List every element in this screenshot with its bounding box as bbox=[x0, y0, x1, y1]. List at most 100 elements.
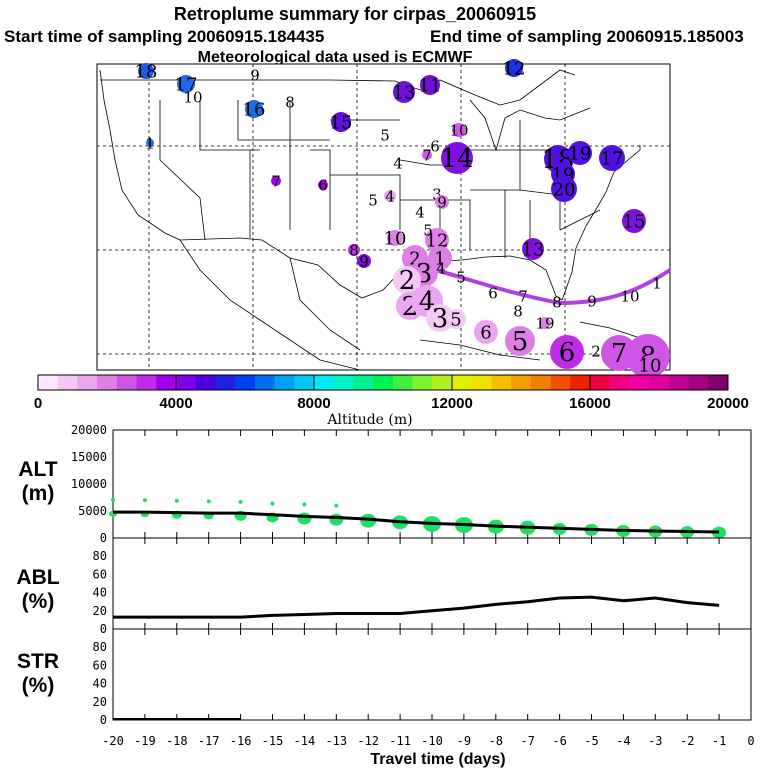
alt-label: ALT bbox=[18, 458, 57, 481]
colorbar-tick-label: 8000 bbox=[297, 395, 330, 412]
plume-dot bbox=[522, 238, 544, 260]
map-frame bbox=[96, 63, 671, 371]
plume-day-label: 2 bbox=[591, 342, 601, 360]
x-tick-label: 0 bbox=[747, 734, 754, 748]
colorbar-cell bbox=[314, 375, 335, 390]
colorbar-tick-label: 0 bbox=[34, 395, 42, 412]
colorbar-cell bbox=[195, 375, 216, 390]
plume-day-label: 6 bbox=[318, 176, 328, 194]
x-tick-label: -5 bbox=[584, 734, 598, 748]
x-tick-label: -16 bbox=[230, 734, 252, 748]
colorbar-cells bbox=[38, 375, 729, 390]
plume-day-label: 9 bbox=[587, 292, 597, 310]
colorbar-cell bbox=[254, 375, 276, 390]
abl-ytick-label: 60 bbox=[93, 567, 107, 581]
plume-dot bbox=[393, 81, 415, 103]
abl-yticks: 80 60 40 20 0 bbox=[93, 538, 752, 636]
alt-ytick-label: 20000 bbox=[71, 423, 107, 437]
colorbar-cell bbox=[570, 375, 591, 390]
colorbar: 0 4000 8000 12000 16000 20000 Altitude (m) bbox=[34, 374, 749, 428]
colorbar-cell bbox=[668, 375, 690, 390]
abl-ytick-label: 0 bbox=[100, 622, 107, 636]
plume-day-label: 1 bbox=[145, 134, 155, 152]
x-tick-label: -11 bbox=[389, 734, 411, 748]
plume-day-label: 19 bbox=[569, 143, 592, 164]
plume-day-label: 5 bbox=[456, 268, 466, 286]
x-tick-label: -6 bbox=[552, 734, 566, 748]
alt-ytick-label: 0 bbox=[100, 531, 107, 545]
colorbar-ticks: 0 4000 8000 12000 16000 20000 bbox=[34, 375, 749, 412]
plume-day-label: 10 bbox=[384, 228, 407, 249]
plume-dot bbox=[539, 317, 551, 329]
abl-units: (%) bbox=[22, 590, 55, 613]
colorbar-cell bbox=[373, 375, 394, 390]
plume-day-label: 16 bbox=[243, 99, 266, 120]
plume-dot bbox=[505, 59, 523, 77]
plume-dot bbox=[622, 209, 646, 233]
plume-day-label: 6 bbox=[559, 338, 576, 368]
colorbar-cell bbox=[353, 375, 374, 390]
x-tick-label: -18 bbox=[166, 734, 188, 748]
colorbar-cell bbox=[97, 375, 118, 390]
plume-day-label: 8 bbox=[349, 241, 359, 259]
colorbar-cell bbox=[333, 375, 354, 390]
plume-dot bbox=[245, 100, 263, 118]
colorbar-cell bbox=[412, 375, 433, 390]
plume-dot bbox=[318, 180, 328, 190]
plume-day-label: 18 bbox=[135, 61, 158, 82]
plume-dot bbox=[446, 309, 466, 329]
plume-dot bbox=[505, 326, 535, 356]
plume-day-label: 3 bbox=[432, 304, 449, 334]
plume-day-label: 5 bbox=[380, 126, 390, 144]
plume-day-label: 1 bbox=[652, 274, 662, 292]
colorbar-tick-label: 4000 bbox=[159, 395, 192, 412]
plume-day-label: 13 bbox=[393, 82, 416, 103]
plume-day-label: 14 bbox=[440, 144, 473, 174]
colorbar-cell bbox=[688, 375, 709, 390]
alt-plume-outlier bbox=[270, 501, 275, 506]
colorbar-cell bbox=[176, 375, 197, 390]
abl-ytick-label: 40 bbox=[93, 586, 107, 600]
colorbar-tick-label: 16000 bbox=[569, 395, 611, 412]
alt-plume-outlier bbox=[206, 499, 211, 504]
alt-plume-point bbox=[360, 513, 377, 528]
x-tick-label: -19 bbox=[134, 734, 156, 748]
colorbar-cell bbox=[294, 375, 315, 390]
alt-ytick-label: 5000 bbox=[78, 504, 107, 518]
plume-day-label: 10 bbox=[183, 88, 202, 106]
plume-day-label: 8 bbox=[513, 302, 523, 320]
plume-day-label: 19 bbox=[535, 314, 554, 332]
plume-day-label: 7 bbox=[518, 287, 528, 305]
alt-units: (m) bbox=[22, 482, 55, 505]
plume-day-label: 9 bbox=[437, 193, 447, 211]
plume-dot bbox=[146, 139, 154, 147]
colorbar-cell bbox=[392, 375, 414, 390]
plume-day-label: 17 bbox=[601, 148, 624, 169]
alt-plume-point bbox=[712, 526, 727, 539]
plume-dot bbox=[452, 123, 466, 137]
str-ytick-label: 20 bbox=[93, 695, 107, 709]
str-units: (%) bbox=[22, 674, 55, 697]
abl-line bbox=[113, 595, 720, 619]
x-axis-ticks: -20 -19 -18 -17 -16 -15 -14 -13 -12 -11 -10 -9 -8 -7-… bbox=[102, 734, 754, 748]
plume-dot bbox=[474, 320, 498, 344]
x-tick-label: -4 bbox=[616, 734, 630, 748]
alt-plume-point bbox=[297, 512, 312, 525]
colorbar-cell bbox=[38, 375, 59, 390]
plume-day-label: 4 bbox=[415, 203, 425, 221]
colorbar-cell bbox=[77, 375, 98, 390]
plume-dot bbox=[384, 190, 396, 202]
plume-dot bbox=[420, 75, 440, 95]
x-tick-label: -8 bbox=[489, 734, 503, 748]
plume-day-label: 3 bbox=[432, 185, 442, 203]
plume-day-label: 7 bbox=[271, 172, 281, 190]
plume-day-label: 8 bbox=[552, 293, 562, 311]
plume-day-label: 5 bbox=[423, 221, 433, 239]
colorbar-tick-label: 12000 bbox=[431, 395, 473, 412]
x-tick-label: -14 bbox=[294, 734, 316, 748]
plume-dot bbox=[271, 176, 281, 186]
str-ytick-label: 40 bbox=[93, 677, 107, 691]
plume-day-label: 12 bbox=[426, 230, 449, 251]
